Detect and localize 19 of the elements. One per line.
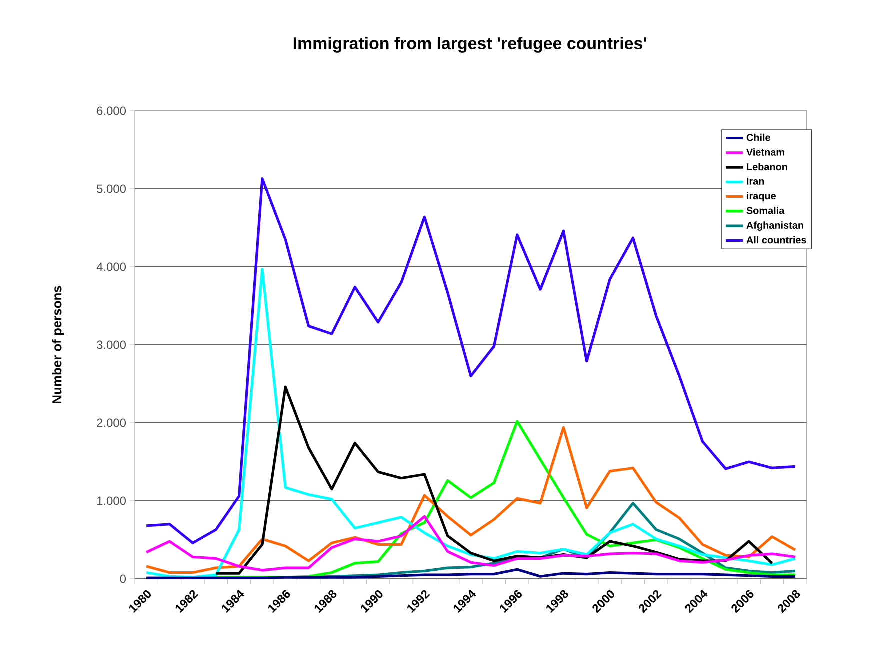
legend-label: Lebanon bbox=[747, 163, 788, 171]
legend-label: Iran bbox=[747, 178, 764, 185]
legend-label: Chile bbox=[746, 134, 770, 142]
y-tick-label: 1.000 bbox=[97, 496, 126, 506]
y-tick-label: 2.000 bbox=[97, 418, 126, 428]
y-tick-label: 0 bbox=[120, 574, 126, 584]
y-tick-label: 6.000 bbox=[97, 106, 126, 116]
legend-label: Vietnam bbox=[746, 148, 784, 156]
y-tick-label: 4.000 bbox=[96, 262, 126, 272]
chart-title: Immigration from largest 'refugee countries' bbox=[294, 37, 646, 53]
legend-label: All countries bbox=[746, 236, 806, 244]
y-tick-label: 5.000 bbox=[97, 184, 126, 194]
y-axis-title: Number of persons bbox=[52, 286, 64, 404]
line-series bbox=[145, 515, 797, 572]
y-tick-label: 3.000 bbox=[97, 340, 126, 350]
legend-label: Afghanistan bbox=[746, 222, 804, 231]
legend-label: Somalia bbox=[746, 206, 785, 214]
legend-label: iraque bbox=[747, 192, 776, 202]
line-series bbox=[145, 268, 797, 579]
